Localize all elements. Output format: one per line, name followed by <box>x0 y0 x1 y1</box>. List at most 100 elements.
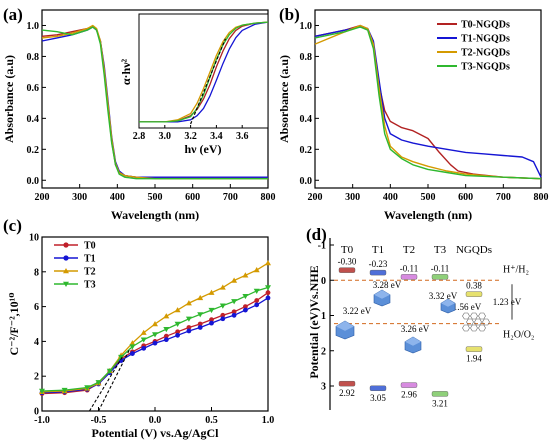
vb-value: 3.05 <box>370 393 386 403</box>
x-tick-label: 400 <box>110 192 125 203</box>
x-tick-label: 500 <box>148 192 163 203</box>
flatband-extrapolation <box>98 348 131 412</box>
data-point <box>84 385 91 391</box>
inset-xticks: 2.8 3.0 3.2 3.4 3.6 <box>133 125 249 142</box>
data-point <box>242 272 249 278</box>
y-tick-label: 0 <box>321 276 326 287</box>
data-point <box>152 340 158 346</box>
data-point <box>106 368 113 374</box>
ngqd-lattice-icon <box>482 318 490 326</box>
data-point <box>219 284 226 290</box>
band-gap-label: 3.28 eV <box>373 280 402 290</box>
inset-x-tick-label: 3.2 <box>184 131 197 142</box>
y-tick-label: 0.6 <box>27 83 40 94</box>
data-point <box>163 313 170 319</box>
y-tick-label: 0.0 <box>27 176 40 187</box>
vb-bar <box>369 385 387 391</box>
y-tick-label: 0.2 <box>300 145 313 156</box>
panel-label-c: (c) <box>3 216 22 235</box>
legend-marker <box>63 255 69 261</box>
legend-label: T2 <box>84 267 96 278</box>
y-tick-label: 1.0 <box>300 21 313 32</box>
panel-a-yticks: 0.0 0.2 0.4 0.6 0.8 1.0 <box>27 21 46 187</box>
panel-c-ylabel: C⁻²/F⁻²,10¹⁰ <box>7 292 21 355</box>
tauc-extrapolation <box>190 38 226 125</box>
panel-b-yticks: 0.0 0.2 0.4 0.6 0.8 1.0 <box>300 21 319 187</box>
x-tick-label: -1.0 <box>34 415 50 426</box>
legend-label: T3-NGQDs <box>461 62 510 73</box>
panel-a-xlabel: Wavelength (nm) <box>111 208 199 222</box>
data-point <box>208 289 215 295</box>
panel-d-band-diagram: (d) -1 0 1 2 3 Potential (eV)Vs.NHE T0 T1 T2 T3… <box>306 225 534 410</box>
data-point <box>140 337 147 343</box>
inset-x-tick-label: 3.6 <box>236 131 249 142</box>
vb-value: 1.94 <box>466 354 482 364</box>
legend-label: T0 <box>84 241 96 252</box>
panel-b-ylabel: Absorbance (a.u) <box>277 55 291 143</box>
data-point <box>208 307 215 314</box>
y-tick-label: 4 <box>34 337 39 348</box>
panel-d-ylabel: Potential (eV)Vs.NHE <box>307 265 321 378</box>
panel-b-series <box>314 24 542 180</box>
y-tick-label: 0.2 <box>27 145 40 156</box>
data-point <box>129 340 136 346</box>
data-point <box>140 329 147 335</box>
column-header: T0 <box>341 244 354 256</box>
y-tick-label: 0.8 <box>27 52 40 63</box>
data-point <box>231 299 238 305</box>
x-tick-label: 600 <box>458 192 473 203</box>
cb-bar <box>431 274 449 280</box>
data-point <box>163 337 169 343</box>
x-tick-label: 700 <box>496 192 511 203</box>
panel-a-plot-area: 200 300 400 500 600 700 800 0.0 0.2 0.4 0.6 0.8 1.0 <box>27 9 276 203</box>
x-tick-label: 800 <box>534 192 549 203</box>
y-tick-label: 0 <box>34 407 39 418</box>
x-tick-label: 200 <box>308 192 323 203</box>
cb-bar <box>400 274 418 280</box>
data-point <box>175 332 181 338</box>
x-tick-label: 700 <box>223 192 238 203</box>
data-point <box>118 354 125 361</box>
column-header: T2 <box>403 244 415 256</box>
data-point <box>253 267 260 273</box>
panel-b-legend: T0-NGQDs T1-NGQDs T2-NGQDs T3-NGQDs <box>437 20 510 73</box>
column-header: T1 <box>372 244 384 256</box>
x-tick-label: 600 <box>185 192 200 203</box>
data-point <box>254 298 260 303</box>
legend-label: T3 <box>84 280 96 291</box>
data-point <box>130 351 135 356</box>
panel-b-abs-spectra: (b) 200 300 400 500 600 700 800 0.00.20.40.60.… <box>277 5 549 222</box>
legend-label: T2-NGQDs <box>461 48 510 59</box>
data-point <box>231 312 237 318</box>
legend-marker <box>63 281 69 287</box>
cb-value: -0.23 <box>369 259 388 269</box>
data-point <box>95 380 102 386</box>
data-point <box>265 285 271 291</box>
inset-x-tick-label: 2.8 <box>133 131 146 142</box>
data-point <box>265 260 271 266</box>
y-tick-label: 2 <box>321 346 326 357</box>
vb-value: 3.21 <box>432 398 448 408</box>
data-point <box>220 316 226 322</box>
x-tick-label: 400 <box>383 192 398 203</box>
panel-d-yticks: -1 0 1 2 3 <box>318 241 334 393</box>
series-line-T1 <box>139 21 269 123</box>
cb-value: -0.11 <box>431 263 449 273</box>
data-point <box>242 293 249 300</box>
data-point <box>209 317 214 323</box>
cb-bar <box>369 269 387 276</box>
data-point <box>243 304 248 309</box>
x-tick-label: 800 <box>261 192 276 203</box>
data-point <box>185 316 192 322</box>
vb-value: 2.92 <box>339 388 355 398</box>
panel-c-series <box>39 260 271 412</box>
y-tick-label: 0.6 <box>300 83 313 94</box>
y-tick-label: 0.4 <box>27 114 40 125</box>
panel-d-levels: T0 T1 T2 T3 NGQDs H⁺/H₂ H₂O/O₂ 1.23 eV -0.30 2.92… <box>334 244 534 408</box>
ngqd-lattice-icon <box>462 324 470 332</box>
y-tick-label: 0.0 <box>300 176 313 187</box>
data-point <box>174 307 181 313</box>
y-tick-label: 3 <box>321 382 326 393</box>
h-h2-label: H⁺/H₂ <box>503 264 529 275</box>
